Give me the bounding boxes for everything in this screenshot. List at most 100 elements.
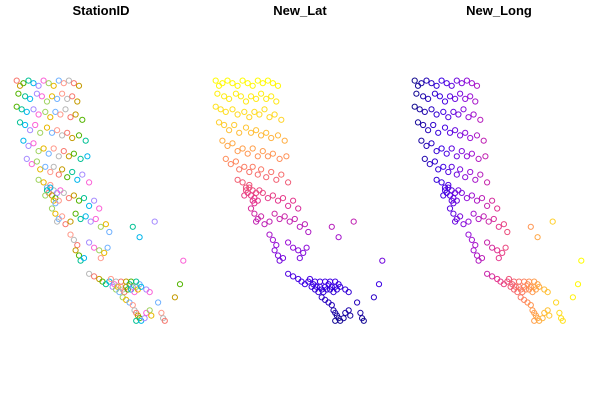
station-point xyxy=(50,145,57,152)
station-point xyxy=(522,286,529,293)
station-point xyxy=(20,80,27,87)
station-point xyxy=(273,98,280,105)
station-point xyxy=(254,171,261,178)
station-point xyxy=(278,171,285,178)
station-point xyxy=(473,252,481,259)
station-point xyxy=(428,80,435,87)
station-point xyxy=(420,121,427,129)
station-point xyxy=(531,278,538,285)
station-point xyxy=(354,299,361,306)
station-point xyxy=(556,309,563,316)
station-point xyxy=(256,111,263,118)
station-point xyxy=(440,108,447,116)
station-point xyxy=(45,150,52,157)
station-point xyxy=(473,82,481,89)
map-panel-new-long xyxy=(411,77,585,324)
station-point xyxy=(114,283,121,290)
station-point xyxy=(212,103,219,110)
station-point xyxy=(57,111,64,118)
station-point xyxy=(222,155,229,162)
station-point xyxy=(138,283,145,290)
station-point xyxy=(234,176,241,183)
station-point xyxy=(453,153,460,160)
station-point xyxy=(72,210,79,217)
station-point xyxy=(467,168,474,176)
station-point xyxy=(458,80,465,87)
station-point xyxy=(416,106,423,113)
station-point xyxy=(468,150,475,157)
station-point xyxy=(59,166,66,173)
station-point xyxy=(500,221,507,228)
station-point xyxy=(370,294,377,301)
station-point xyxy=(146,289,153,296)
station-point xyxy=(472,242,479,249)
station-point xyxy=(295,205,302,212)
station-point xyxy=(251,108,258,116)
station-point xyxy=(274,132,282,139)
station-point xyxy=(75,132,83,139)
station-point xyxy=(290,273,297,280)
station-point xyxy=(360,317,367,324)
station-point xyxy=(27,127,34,134)
station-point xyxy=(448,163,455,170)
station-point xyxy=(258,90,265,97)
station-point xyxy=(229,140,236,147)
station-point xyxy=(23,108,30,116)
station-point xyxy=(463,195,470,202)
station-point xyxy=(274,82,282,89)
station-point xyxy=(269,80,276,87)
station-point xyxy=(80,195,88,202)
station-point xyxy=(276,155,283,162)
station-point xyxy=(418,80,425,87)
station-point xyxy=(414,119,422,126)
station-point xyxy=(263,129,270,136)
station-point xyxy=(264,77,271,84)
station-point xyxy=(254,77,261,84)
station-point xyxy=(253,127,260,134)
station-point xyxy=(253,218,260,225)
station-point xyxy=(502,244,509,251)
station-point xyxy=(285,239,292,246)
station-point xyxy=(295,247,302,254)
station-point xyxy=(55,153,62,160)
station-point xyxy=(64,95,71,103)
station-point xyxy=(420,93,427,100)
station-point xyxy=(462,129,469,136)
station-point xyxy=(124,286,131,293)
station-point xyxy=(473,132,481,139)
station-point xyxy=(438,179,445,186)
station-point xyxy=(450,108,457,116)
station-point xyxy=(266,218,273,225)
station-point xyxy=(16,119,24,126)
station-point xyxy=(69,93,76,100)
station-point xyxy=(475,155,482,162)
station-point xyxy=(441,98,449,105)
station-point xyxy=(335,234,342,241)
station-point xyxy=(67,231,74,238)
station-point xyxy=(40,179,47,186)
station-point xyxy=(161,317,168,324)
station-point xyxy=(234,82,241,89)
station-point xyxy=(345,307,352,314)
station-point xyxy=(242,98,250,105)
station-point xyxy=(23,155,30,162)
station-point xyxy=(229,80,236,87)
station-point xyxy=(460,221,467,228)
station-point xyxy=(231,121,238,129)
station-point xyxy=(544,289,551,296)
station-point xyxy=(300,249,307,256)
station-point xyxy=(527,223,534,230)
station-point xyxy=(266,114,273,121)
station-point xyxy=(239,77,246,84)
station-point xyxy=(52,210,59,217)
station-point xyxy=(96,247,103,254)
station-point xyxy=(473,197,481,204)
station-point xyxy=(258,213,265,220)
station-point xyxy=(455,111,462,118)
station-point xyxy=(42,192,49,199)
station-point xyxy=(253,95,260,103)
station-point xyxy=(433,82,440,89)
station-point xyxy=(428,140,435,147)
station-point xyxy=(54,127,61,134)
station-point xyxy=(465,218,472,225)
